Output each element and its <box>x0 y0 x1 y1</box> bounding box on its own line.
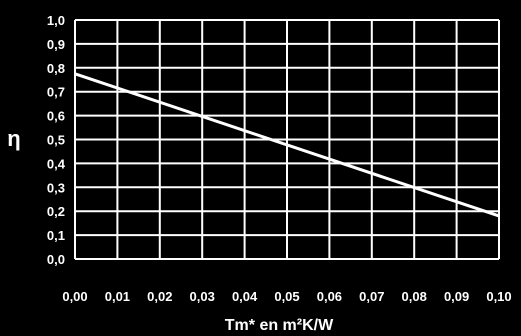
y-tick-labels: 0,0 0,1 0,2 0,3 0,4 0,5 0,6 0,7 0,8 0,9 1,0 <box>47 13 66 267</box>
x-axis-label: Tm* en m²K/W <box>225 317 334 334</box>
x-tick-label: 0,03 <box>190 289 215 304</box>
y-axis-label: η <box>7 126 20 151</box>
x-tick-label: 0,04 <box>232 289 258 304</box>
efficiency-line <box>74 72 500 218</box>
y-tick-label: 0,4 <box>47 156 66 171</box>
y-tick-label: 0,2 <box>47 204 65 219</box>
chart-grid <box>74 19 500 260</box>
y-tick-label: 0,9 <box>47 37 65 52</box>
y-tick-label: 0,3 <box>47 180 65 195</box>
x-tick-label: 0,07 <box>359 289 384 304</box>
x-tick-label: 0,02 <box>147 289 172 304</box>
y-tick-label: 0,0 <box>47 252 65 267</box>
y-tick-label: 1,0 <box>47 13 65 28</box>
x-tick-label: 0,05 <box>274 289 299 304</box>
x-tick-label: 0,00 <box>62 289 87 304</box>
x-tick-label: 0,09 <box>444 289 469 304</box>
x-tick-label: 0,08 <box>402 289 427 304</box>
series-group <box>74 72 500 218</box>
y-tick-label: 0,1 <box>47 228 65 243</box>
x-tick-label: 0,06 <box>317 289 342 304</box>
y-tick-label: 0,8 <box>47 61 65 76</box>
x-tick-labels: 0,00 0,01 0,02 0,03 0,04 0,05 0,06 0,07 0,08 0,09… <box>62 289 511 304</box>
y-tick-label: 0,5 <box>47 133 65 148</box>
y-tick-label: 0,7 <box>47 85 65 100</box>
x-tick-label: 0,10 <box>486 289 511 304</box>
x-tick-label: 0,01 <box>105 289 130 304</box>
y-tick-label: 0,6 <box>47 109 65 124</box>
